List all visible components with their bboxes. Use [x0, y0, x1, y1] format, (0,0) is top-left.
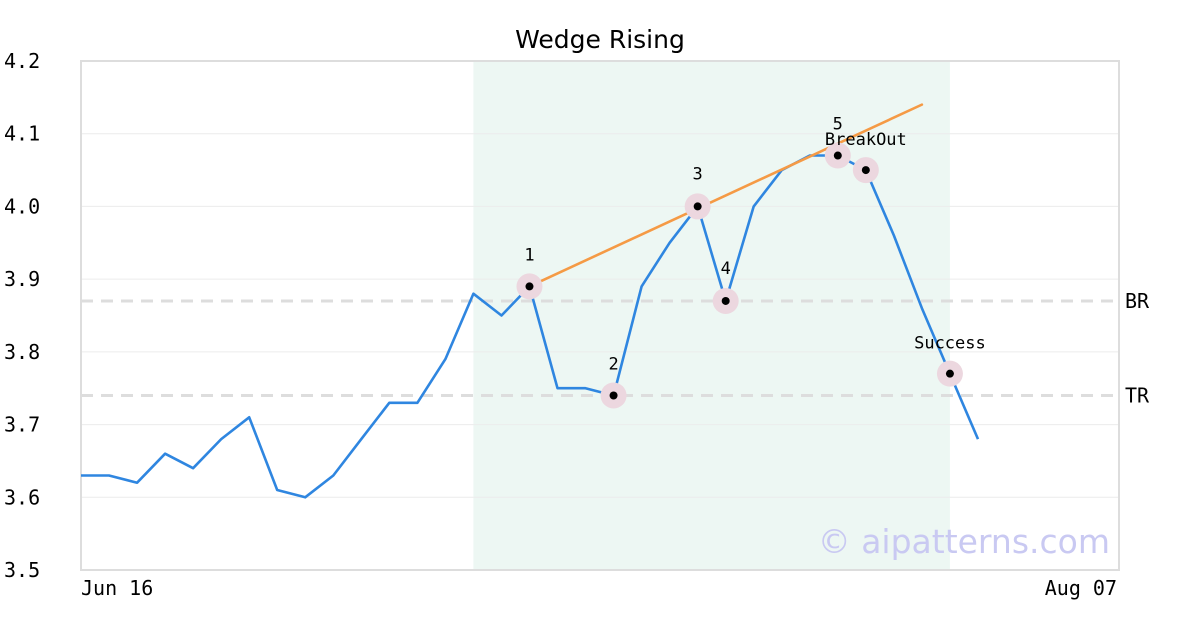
marker-dot [609, 391, 618, 400]
marker-dot [721, 296, 730, 305]
watermark: © aipatterns.com [818, 522, 1110, 561]
marker-label: 5 [833, 115, 843, 135]
marker-label: 2 [608, 354, 618, 374]
marker-dot [525, 282, 534, 291]
trendline-layer [528, 103, 924, 288]
y-tick-label: 4.2 [4, 49, 40, 73]
x-tick-label: Aug 07 [1045, 576, 1117, 600]
marker-label: 1 [524, 245, 534, 265]
x-axis-ticks: Jun 16 Aug 07 [81, 576, 1117, 600]
y-tick-label: 4.0 [4, 194, 40, 218]
marker-dot [693, 202, 702, 211]
y-tick-label: 4.1 [4, 122, 40, 146]
y-tick-label: 3.8 [4, 340, 40, 364]
y-axis-ticks: 3.5 3.6 3.7 3.8 3.9 4.0 4.1 4.2 [4, 49, 40, 582]
plot-frame [80, 60, 1120, 571]
hline-label-br: BR [1125, 289, 1150, 313]
marker-dot [833, 151, 842, 160]
y-tick-label: 3.5 [4, 558, 40, 582]
y-tick-label: 3.9 [4, 267, 40, 291]
chart-title: Wedge Rising [515, 25, 685, 54]
marker-label: BreakOut [825, 130, 907, 150]
x-tick-label: Jun 16 [81, 576, 153, 600]
highlight-region [473, 61, 950, 570]
marker-label: Success [914, 334, 986, 354]
marker-dot [945, 369, 954, 378]
trendline [528, 103, 924, 288]
hline-label-tr: TR [1125, 383, 1150, 407]
y-tick-label: 3.6 [4, 485, 40, 509]
highlight-band [473, 61, 950, 570]
marker-dot [861, 166, 870, 175]
marker-label: 4 [721, 259, 731, 279]
marker-label: 3 [693, 164, 703, 184]
horizontal-lines: BR TR [81, 289, 1150, 407]
y-tick-label: 3.7 [4, 413, 40, 437]
